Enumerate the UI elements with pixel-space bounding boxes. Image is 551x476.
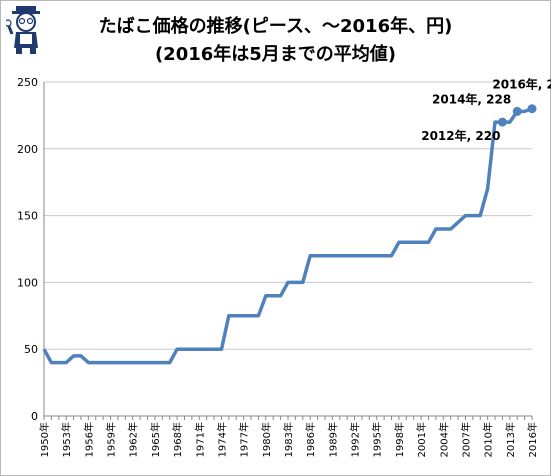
x-tick-label: 1950年 bbox=[38, 422, 51, 457]
x-tick-label: 1980年 bbox=[260, 422, 273, 457]
x-tick-label: 1968年 bbox=[171, 422, 184, 457]
x-tick-label: 2007年 bbox=[459, 422, 472, 457]
y-tick-label: 150 bbox=[17, 210, 38, 223]
x-tick-label: 2013年 bbox=[504, 422, 517, 457]
mascot-logo bbox=[6, 6, 40, 54]
x-tick-label: 2004年 bbox=[437, 422, 450, 457]
x-tick-label: 1989年 bbox=[326, 422, 339, 457]
data-point-marker bbox=[527, 104, 537, 114]
y-tick-label: 250 bbox=[17, 76, 38, 89]
x-tick-label: 1983年 bbox=[282, 422, 295, 457]
x-tick-label: 1953年 bbox=[60, 422, 73, 457]
x-tick-label: 1995年 bbox=[371, 422, 384, 457]
x-tick-label: 1974年 bbox=[215, 422, 228, 457]
chart-title: たばこ価格の推移(ピース、～2016年、円) bbox=[98, 16, 453, 37]
x-tick-label: 1959年 bbox=[105, 422, 118, 457]
price-series-line bbox=[42, 107, 533, 365]
x-tick-label: 1977年 bbox=[238, 422, 251, 457]
x-tick-label: 1965年 bbox=[149, 422, 162, 457]
chart-subtitle: (2016年は5月までの平均値) bbox=[154, 44, 397, 65]
data-label: 2016年, 230 bbox=[492, 77, 551, 92]
y-tick-label: 0 bbox=[31, 410, 38, 423]
y-tick-label: 50 bbox=[24, 343, 38, 356]
y-tick-label: 100 bbox=[17, 276, 38, 289]
data-label: 2012年, 220 bbox=[421, 128, 500, 143]
data-label: 2014年, 228 bbox=[432, 91, 511, 106]
data-point-marker bbox=[512, 106, 522, 116]
x-tick-label: 1971年 bbox=[193, 422, 206, 457]
y-tick-label: 200 bbox=[17, 143, 38, 156]
x-tick-label: 2001年 bbox=[415, 422, 428, 457]
data-point-marker bbox=[497, 117, 507, 127]
x-tick-label: 1962年 bbox=[127, 422, 140, 457]
x-tick-label: 2016年 bbox=[526, 422, 539, 457]
x-tick-label: 2010年 bbox=[482, 422, 495, 457]
x-tick-label: 1986年 bbox=[304, 422, 317, 457]
x-tick-label: 1998年 bbox=[393, 422, 406, 457]
x-tick-label: 1992年 bbox=[349, 422, 362, 457]
x-tick-label: 1956年 bbox=[82, 422, 95, 457]
